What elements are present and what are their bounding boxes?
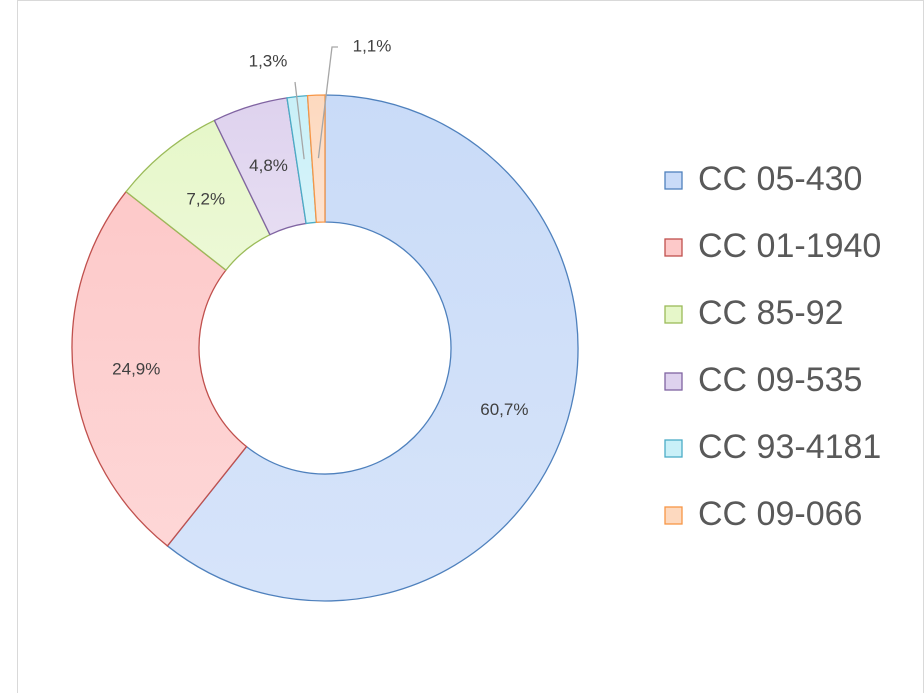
data-label: 24,9% [112, 360, 160, 379]
leader-line [294, 81, 305, 160]
legend-label: CC 05-430 [698, 160, 862, 198]
legend-label: CC 09-535 [698, 361, 862, 399]
legend-swatch [664, 439, 683, 458]
legend-swatch [664, 171, 683, 190]
data-label: 1,1% [353, 36, 392, 55]
donut-slice [306, 94, 326, 223]
legend-label: CC 85-92 [698, 294, 844, 332]
legend-label: CC 01-1940 [698, 227, 881, 265]
legend-swatch [664, 238, 683, 257]
data-label: 7,2% [186, 190, 225, 209]
data-label: 4,8% [249, 156, 288, 175]
donut-slice [166, 94, 579, 602]
data-label: 1,3% [249, 51, 288, 70]
legend-swatch [664, 372, 683, 391]
legend-swatch [664, 305, 683, 324]
leader-line [317, 46, 338, 159]
legend-label: CC 93-4181 [698, 428, 881, 466]
data-label: 60,7% [480, 400, 528, 419]
legend-label: CC 09-066 [698, 495, 862, 533]
donut-slice [71, 190, 248, 547]
legend-swatch [664, 506, 683, 525]
